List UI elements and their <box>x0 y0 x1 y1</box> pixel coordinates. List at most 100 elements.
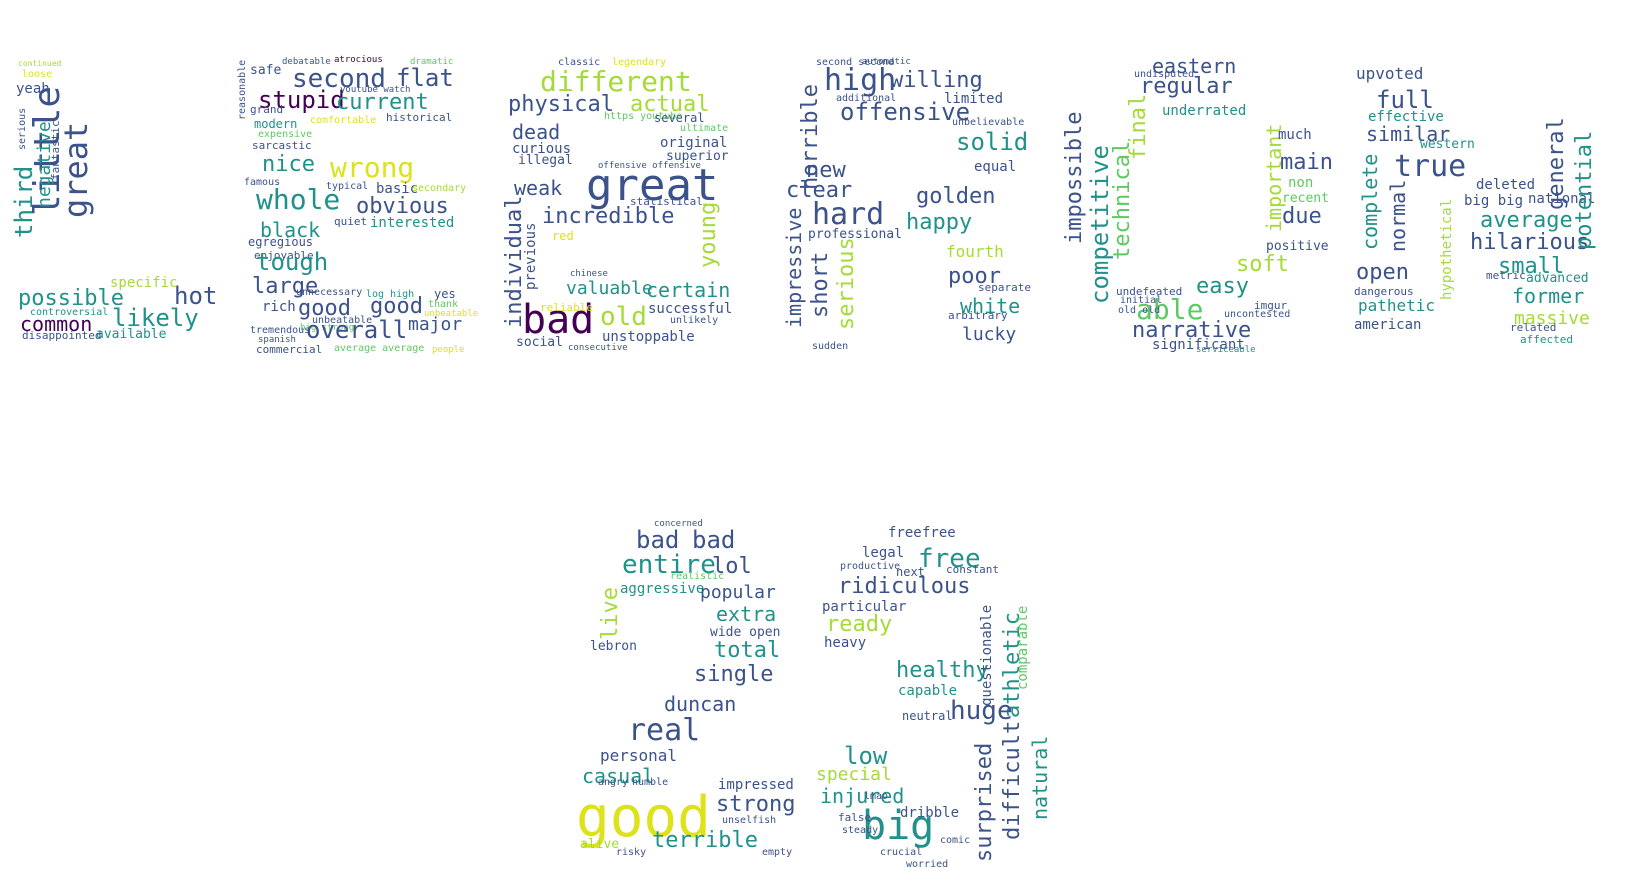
cloud-word: final <box>1126 93 1151 160</box>
cloud-word: red <box>552 229 574 243</box>
cloud-word: golden <box>916 184 996 209</box>
cloud-word: ready <box>826 612 893 637</box>
cloud-word: ridiculous <box>838 574 971 599</box>
cloud-word: low <box>844 742 888 770</box>
cloud-word: safe <box>250 63 282 78</box>
cloud-word: black <box>260 218 321 242</box>
cloud-word: superior <box>666 149 729 164</box>
cloud-word: consecutive <box>568 343 628 353</box>
cloud-word: physical <box>508 92 614 117</box>
cloud-word: unnecessary <box>296 287 363 298</box>
cloud-word: old <box>600 302 647 332</box>
cloud-word: real <box>628 713 701 748</box>
cloud-word: old old <box>1118 305 1161 316</box>
cloud-word: complete <box>1358 153 1382 250</box>
cloud-word: imgur <box>1254 299 1288 312</box>
cloud-word: american <box>1354 317 1422 333</box>
cloud-word: entire <box>622 550 716 580</box>
cloud-word: new <box>806 158 846 183</box>
cloud-word: tremendous <box>250 325 311 336</box>
cloud-word: dramatic <box>410 57 454 67</box>
cloud-word: people <box>432 345 465 355</box>
cloud-word: wide open <box>710 625 781 640</box>
cloud-word: injured <box>820 784 905 808</box>
cloud-word: worried <box>906 859 949 870</box>
cloud-word: affected <box>1520 333 1573 346</box>
cloud-word: full <box>1376 86 1434 114</box>
cloud-word: rich <box>262 299 296 315</box>
cloud-word: basic <box>376 181 419 197</box>
cloud-word: questionable <box>979 604 995 706</box>
cloud-word: log high <box>366 289 415 300</box>
cloud-word: undisputed <box>1134 69 1195 80</box>
cloud-word: neutral <box>902 709 953 723</box>
cloud-word: comic <box>940 835 971 846</box>
cloud-word: non <box>1288 175 1314 191</box>
cloud-word: bad <box>522 297 595 343</box>
cloud-word: extra <box>716 602 777 626</box>
cloud-word: professional <box>808 227 902 242</box>
cloud-word: egregious <box>248 235 314 249</box>
cloud-word: expensive <box>258 129 313 140</box>
cloud-word: pathetic <box>1358 296 1436 315</box>
cloud-word: typical <box>326 181 369 192</box>
cloud-word: whole <box>256 183 341 216</box>
cloud-word: stupid <box>258 86 345 114</box>
cloud-word: recent <box>1282 191 1329 206</box>
cloud-word: commercial <box>256 343 323 356</box>
cloud-word: great <box>57 121 95 218</box>
cloud-word: risky <box>616 847 647 858</box>
cloud-word: initial <box>1120 295 1163 306</box>
cloud-word: next <box>896 565 925 579</box>
cloud-word: undefeated <box>1116 285 1183 298</box>
cloud-word: yes <box>434 287 456 301</box>
cloud-word: interested <box>370 215 455 231</box>
cloud-word: surprised <box>972 742 997 862</box>
cloud-word: small <box>1498 254 1565 279</box>
cloud-word: statistical <box>630 195 703 208</box>
cloud-word: available <box>96 327 167 342</box>
cloud-word: weak <box>514 176 563 200</box>
cloud-word: significant <box>1152 337 1245 353</box>
cloud-word: general <box>1544 117 1569 210</box>
cloud-word: specific <box>110 275 178 291</box>
cloud-word: ultimate <box>680 123 729 134</box>
cloud-word: lol <box>712 554 752 579</box>
cloud-word: metric <box>1486 269 1526 282</box>
cloud-word: poor <box>948 264 1001 289</box>
cloud-word: potential <box>1572 130 1597 250</box>
cloud-word: average <box>1480 208 1573 233</box>
cloud-word: impressive <box>782 207 806 328</box>
cloud-word: wrong <box>330 151 415 184</box>
cloud-word: huge <box>950 696 1013 726</box>
cloud-word: normal <box>1386 179 1410 252</box>
cloud-word: aggressive <box>620 581 705 597</box>
cloud-word: large <box>252 274 319 299</box>
cloud-word: tough <box>256 248 329 276</box>
cloud-word: fourth <box>946 242 1004 261</box>
cloud-word: impossible <box>1062 111 1087 244</box>
cloud-word: historical <box>386 111 453 124</box>
cloud-word: much <box>1278 127 1312 143</box>
cloud-word: crucial <box>880 847 923 858</box>
cloud-word: underrated <box>1162 103 1247 119</box>
cloud-word: certain <box>646 278 731 302</box>
cloud-word: continued <box>18 59 62 68</box>
cloud-word: possible <box>18 286 124 311</box>
cloud-word: deleted <box>1476 177 1536 193</box>
cloud-word: advanced <box>1526 271 1589 286</box>
cloud-word: enjoyable <box>254 249 314 262</box>
cloud-word: original <box>660 135 728 151</box>
cloud-word: modern <box>254 117 298 131</box>
cloud-word: high <box>824 63 897 98</box>
cloud-word: lebron <box>590 639 637 654</box>
cloud-word: due <box>1282 204 1322 229</box>
cloud-word: comparable <box>1015 605 1031 690</box>
cloud-word: thank <box>428 299 459 310</box>
cloud-word: open <box>1356 260 1409 285</box>
cloud-word: total <box>714 638 781 663</box>
cloud-word: productive <box>840 561 901 572</box>
cloud-word: able <box>1136 293 1204 326</box>
cloud-word: competitive <box>1086 145 1114 304</box>
cloud-word: reasonable <box>237 59 248 120</box>
